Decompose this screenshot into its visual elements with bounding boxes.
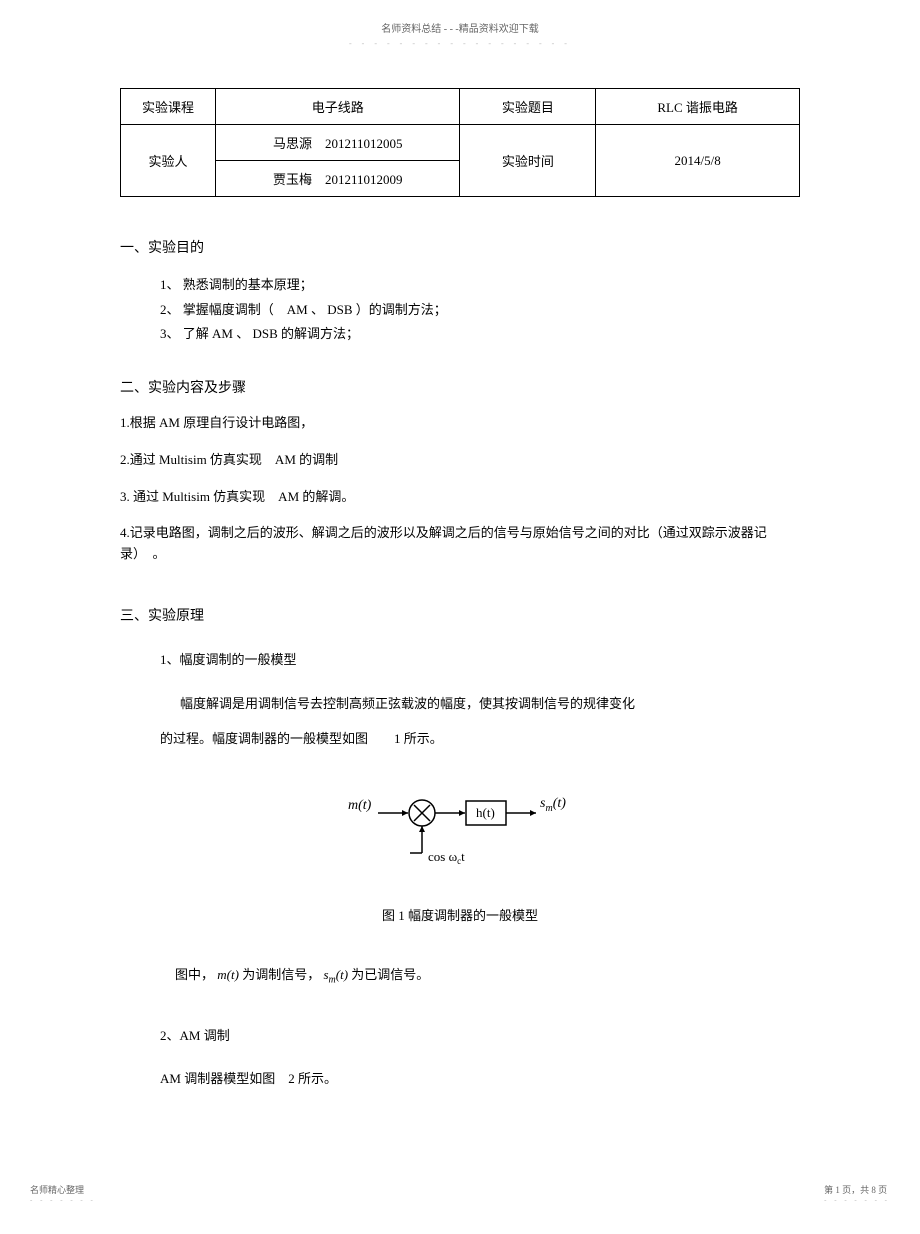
section3-sub1-body2: 的过程。幅度调制器的一般模型如图 1 所示。 [160,727,800,750]
section1-list: 1、 熟悉调制的基本原理； 2、 掌握幅度调制（ AM 、 DSB ）的调制方法… [160,273,800,347]
section1-item2: 2、 掌握幅度调制（ AM 、 DSB ）的调制方法； [160,298,800,323]
footer-left-text: 名师精心整理 [30,1183,96,1196]
cell-person1: 马思源 201211012005 [216,125,460,161]
footer-right: 第 1 页，共 8 页 - - - - - - - [824,1183,890,1204]
section2-step4: 4.记录电路图，调制之后的波形、解调之后的波形以及解调之后的信号与原始信号之间的… [120,523,800,565]
cell-person-label: 实验人 [121,125,216,197]
cell-topic-label: 实验题目 [460,89,596,125]
cell-course-label: 实验课程 [121,89,216,125]
section3-sub1-title: 1、幅度调制的一般模型 [160,649,800,668]
cell-course-value: 电子线路 [216,89,460,125]
section2-step1: 1.根据 AM 原理自行设计电路图， [120,413,800,434]
section1-item3: 3、 了解 AM 、 DSB 的解调方法； [160,322,800,347]
section2-title: 二、实验内容及步骤 [120,377,800,397]
ht-label: h(t) [476,805,495,820]
figure1-text: 图中， m(t) 为调制信号， sm(t) 为已调信号。 [175,964,800,986]
footer-left-dots: - - - - - - - [30,1196,96,1204]
cell-person2: 贾玉梅 201211012009 [216,161,460,197]
mt-label: m(t) [348,798,372,813]
footer-right-dots: - - - - - - - [824,1196,890,1204]
figure1-diagram: m(t) h(t) sm(t) cos ωct [120,781,800,875]
section1-item1: 1、 熟悉调制的基本原理； [160,273,800,298]
section2-step3: 3. 通过 Multisim 仿真实现 AM 的解调。 [120,487,800,508]
cell-time-label: 实验时间 [460,125,596,197]
section3-title: 三、实验原理 [120,605,800,625]
section3-sub2-body: AM 调制器模型如图 2 所示。 [160,1068,800,1087]
cell-time-value: 2014/5/8 [596,125,800,197]
fig1-text-prefix: 图中， [175,967,214,982]
fig1-text-suffix: 为已调信号。 [351,967,429,982]
section3-sub2-title: 2、AM 调制 [160,1025,800,1044]
section2-step2: 2.通过 Multisim 仿真实现 AM 的调制 [120,450,800,471]
figure1-caption: 图 1 幅度调制器的一般模型 [120,905,800,924]
fig1-text-mid: 为调制信号， [242,967,320,982]
info-table: 实验课程 电子线路 实验题目 RLC 谐振电路 实验人 马思源 20121101… [120,88,800,197]
fig1-mt-inline: m(t) [217,967,239,982]
modulator-diagram-svg: m(t) h(t) sm(t) cos ωct [330,781,590,871]
footer-left: 名师精心整理 - - - - - - - [30,1183,96,1204]
section3-sub1-body1: 幅度解调是用调制信号去控制高频正弦载波的幅度，使其按调制信号的规律变化 [180,692,800,715]
footer-right-text: 第 1 页，共 8 页 [824,1183,890,1196]
header-dots: - - - - - - - - - - - - - - - - - - [120,39,800,48]
smt-label: sm(t) [540,796,566,814]
section1-title: 一、实验目的 [120,237,800,257]
cos-label: cos ωct [428,849,465,866]
fig1-smt-inline: sm(t) [323,967,348,982]
cell-topic-value: RLC 谐振电路 [596,89,800,125]
header-top-text: 名师资料总结 - - -精品资料欢迎下载 [120,20,800,35]
